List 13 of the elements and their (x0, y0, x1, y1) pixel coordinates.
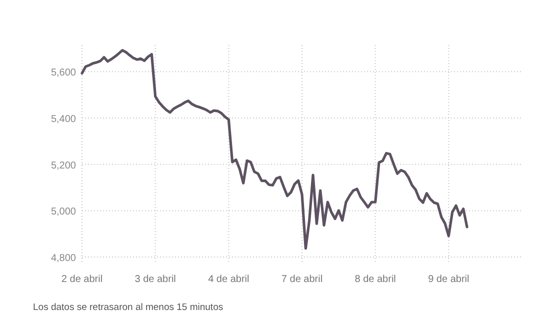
y-tick-label: 5,000 (50, 206, 76, 218)
x-tick-label: 8 de abril (354, 274, 396, 285)
x-tick-label: 3 de abril (134, 274, 176, 285)
y-tick-label: 5,200 (50, 160, 76, 172)
text: Los datos se retrasaron al menos 15 minutos (33, 302, 224, 313)
x-tick-label: 2 de abril (61, 274, 103, 285)
y-tick-label: 5,400 (50, 114, 76, 125)
line-series (80, 49, 468, 250)
x-tick-label: 7 de abril (281, 274, 323, 285)
x-tick-label: 4 de abril (208, 274, 250, 285)
x-tick-label: 9 de abril (428, 274, 470, 285)
y-tick-label: 4,800 (50, 253, 76, 264)
y-tick-label: 5,600 (50, 68, 76, 79)
